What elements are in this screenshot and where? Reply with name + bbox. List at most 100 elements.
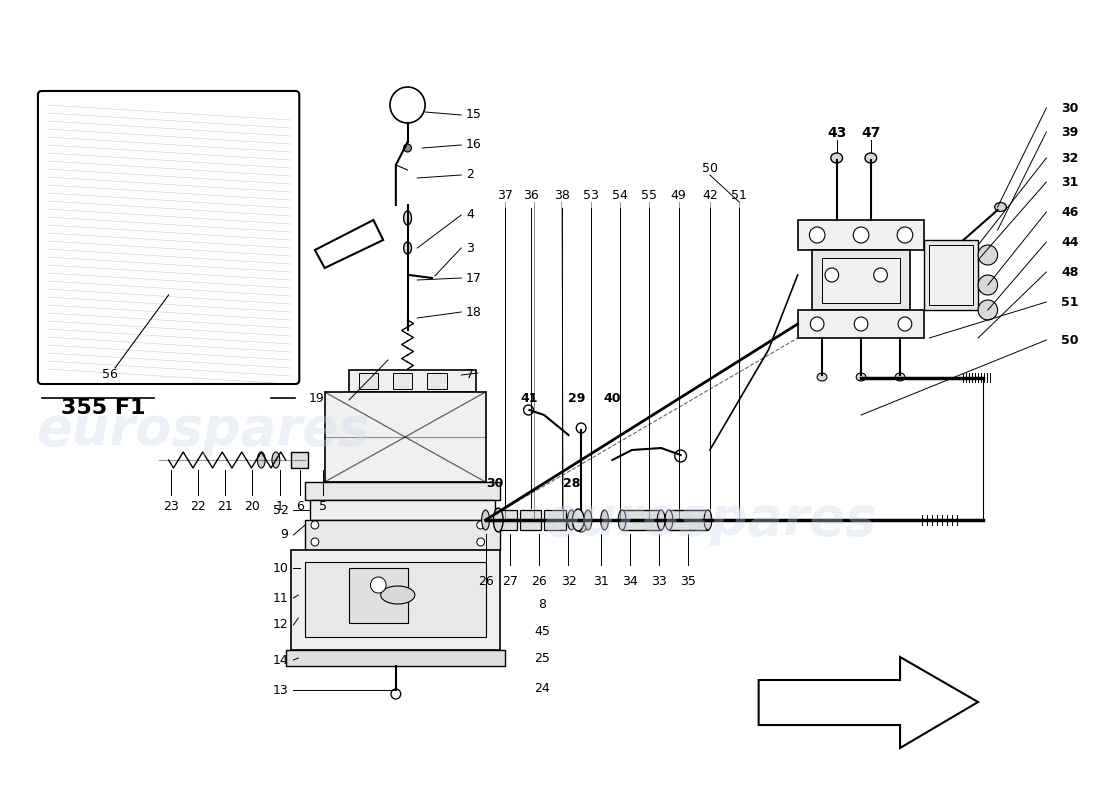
Circle shape: [404, 144, 411, 152]
Text: 39: 39: [1062, 126, 1078, 138]
Ellipse shape: [576, 524, 586, 532]
Bar: [124, 225, 164, 245]
Bar: [86, 200, 252, 280]
Bar: [798, 220, 924, 250]
Text: 34: 34: [621, 575, 638, 588]
Circle shape: [978, 245, 998, 265]
Bar: [90, 235, 102, 265]
Text: 13: 13: [273, 683, 288, 697]
Ellipse shape: [856, 373, 866, 381]
Text: 29: 29: [568, 392, 585, 405]
Bar: [324, 392, 485, 482]
Bar: [812, 250, 910, 310]
Text: 1: 1: [276, 500, 284, 513]
Circle shape: [390, 87, 425, 123]
Text: 43: 43: [827, 126, 846, 140]
Bar: [495, 510, 517, 530]
Circle shape: [811, 317, 824, 331]
Circle shape: [371, 577, 386, 593]
Text: 3: 3: [466, 242, 474, 254]
Circle shape: [898, 227, 913, 243]
Text: 40: 40: [604, 392, 622, 405]
Text: 28: 28: [563, 477, 580, 490]
Bar: [669, 510, 708, 530]
Circle shape: [873, 268, 888, 282]
Text: 18: 18: [466, 306, 482, 318]
Text: 17: 17: [466, 271, 482, 285]
Bar: [544, 510, 565, 530]
Ellipse shape: [657, 510, 665, 530]
Bar: [310, 500, 495, 520]
Circle shape: [854, 227, 869, 243]
Bar: [924, 240, 978, 310]
Text: 30: 30: [1062, 102, 1078, 114]
Text: 51: 51: [1062, 295, 1078, 309]
Ellipse shape: [666, 510, 673, 530]
Text: eurospares: eurospares: [543, 494, 877, 546]
Text: 49: 49: [671, 189, 686, 202]
Bar: [106, 280, 124, 320]
Circle shape: [476, 538, 485, 546]
Text: 24: 24: [535, 682, 550, 695]
Text: 6: 6: [296, 500, 305, 513]
Text: 33: 33: [651, 575, 667, 588]
FancyBboxPatch shape: [37, 91, 299, 384]
Text: 11: 11: [273, 591, 288, 605]
Circle shape: [674, 450, 686, 462]
Ellipse shape: [272, 452, 279, 468]
Circle shape: [168, 200, 198, 230]
Circle shape: [855, 317, 868, 331]
Text: 19: 19: [309, 391, 324, 405]
Ellipse shape: [568, 510, 575, 530]
Ellipse shape: [601, 510, 608, 530]
Text: 45: 45: [535, 625, 550, 638]
Circle shape: [119, 209, 131, 221]
Bar: [930, 245, 974, 305]
Ellipse shape: [865, 153, 877, 163]
Bar: [427, 373, 447, 389]
Circle shape: [810, 227, 825, 243]
Circle shape: [210, 203, 234, 227]
Ellipse shape: [494, 508, 503, 532]
Text: 51: 51: [732, 189, 747, 202]
Bar: [349, 370, 476, 392]
Text: 36: 36: [524, 189, 539, 202]
Text: 56: 56: [102, 369, 118, 382]
Text: 32: 32: [561, 575, 576, 588]
Bar: [393, 373, 412, 389]
Text: 55: 55: [641, 189, 658, 202]
Ellipse shape: [704, 510, 712, 530]
Text: 30: 30: [486, 477, 504, 490]
Text: 16: 16: [466, 138, 482, 151]
Text: 38: 38: [553, 189, 570, 202]
Text: 50: 50: [1062, 334, 1078, 346]
Circle shape: [311, 521, 319, 529]
Text: 35: 35: [681, 575, 696, 588]
Text: 31: 31: [593, 575, 608, 588]
Polygon shape: [86, 200, 266, 230]
Text: 47: 47: [861, 126, 880, 140]
Text: 22: 22: [190, 500, 206, 513]
Text: 4: 4: [466, 209, 474, 222]
Text: 26: 26: [531, 575, 547, 588]
Ellipse shape: [381, 586, 415, 604]
Ellipse shape: [817, 373, 827, 381]
Ellipse shape: [584, 510, 592, 530]
Circle shape: [978, 300, 998, 320]
Text: eurospares: eurospares: [36, 404, 370, 456]
Text: 12: 12: [273, 618, 288, 631]
Circle shape: [217, 209, 228, 221]
Text: 355 F1: 355 F1: [62, 398, 146, 418]
Bar: [218, 280, 236, 320]
Bar: [178, 225, 208, 233]
Polygon shape: [759, 657, 978, 748]
Text: 10: 10: [273, 562, 288, 574]
Bar: [359, 373, 378, 389]
Text: 7: 7: [466, 369, 474, 382]
Bar: [286, 650, 505, 666]
Text: 37: 37: [497, 189, 513, 202]
Circle shape: [576, 423, 586, 433]
Text: 46: 46: [1062, 206, 1078, 218]
Text: 21: 21: [218, 500, 233, 513]
Text: 31: 31: [1062, 175, 1078, 189]
